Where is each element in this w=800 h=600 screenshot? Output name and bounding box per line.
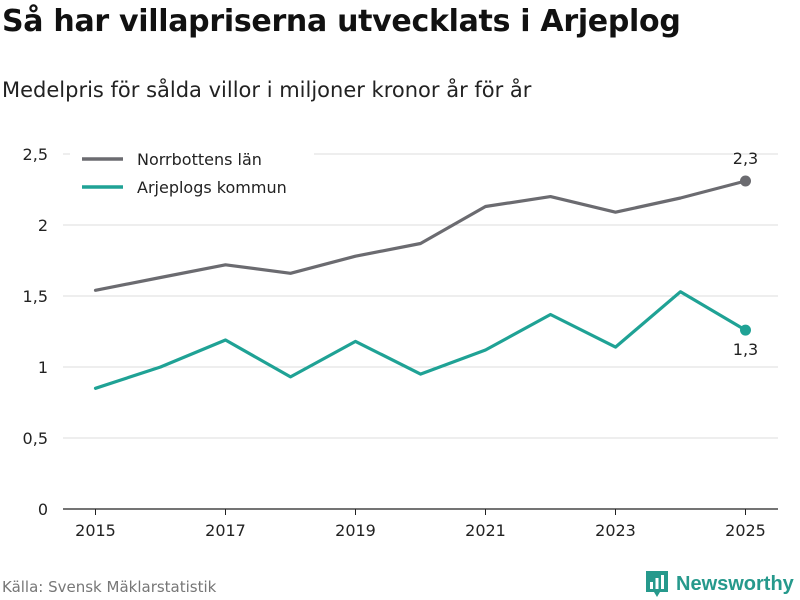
y-tick-label: 0	[38, 500, 48, 519]
y-tick-label: 0,5	[23, 429, 48, 448]
y-tick-label: 1	[38, 358, 48, 377]
brand-logo[interactable]: Newsworthy	[644, 569, 794, 599]
legend-background	[70, 143, 314, 205]
source-note: Källa: Svensk Mäklarstatistik	[2, 578, 217, 596]
series-end-label: 1,3	[733, 340, 758, 359]
series-end-point	[740, 324, 751, 336]
legend-label: Arjeplogs kommun	[137, 178, 287, 197]
y-tick-label: 2	[38, 216, 48, 235]
legend: Norrbottens län Arjeplogs kommun	[70, 143, 314, 205]
x-tick-label: 2025	[725, 521, 766, 540]
chart-title: Så har villapriserna utvecklats i Arjepl…	[2, 4, 681, 39]
series-line	[93, 179, 748, 292]
x-tick-label: 2015	[75, 521, 116, 540]
y-tick-label: 1,5	[23, 287, 48, 306]
x-tick-label: 2019	[335, 521, 376, 540]
bar-chart-logo-icon	[646, 571, 668, 597]
x-tick-label: 2023	[595, 521, 636, 540]
y-axis-ticks: 0 0,5 1 1,5 2 2,5	[23, 145, 48, 519]
x-tick-label: 2017	[205, 521, 246, 540]
legend-label: Norrbottens län	[137, 150, 262, 169]
series-lines: 2,3 1,3	[93, 149, 758, 390]
y-tick-label: 2,5	[23, 145, 48, 164]
x-tick-label: 2021	[465, 521, 506, 540]
series-end-label: 2,3	[733, 149, 758, 168]
series-line	[93, 290, 748, 390]
series-end-point	[740, 175, 751, 187]
x-axis-ticks: 2015 2017 2019 2021 2023 2025	[75, 509, 766, 540]
chart-subtitle: Medelpris för sålda villor i miljoner kr…	[2, 78, 532, 102]
brand-name: Newsworthy	[676, 572, 794, 595]
